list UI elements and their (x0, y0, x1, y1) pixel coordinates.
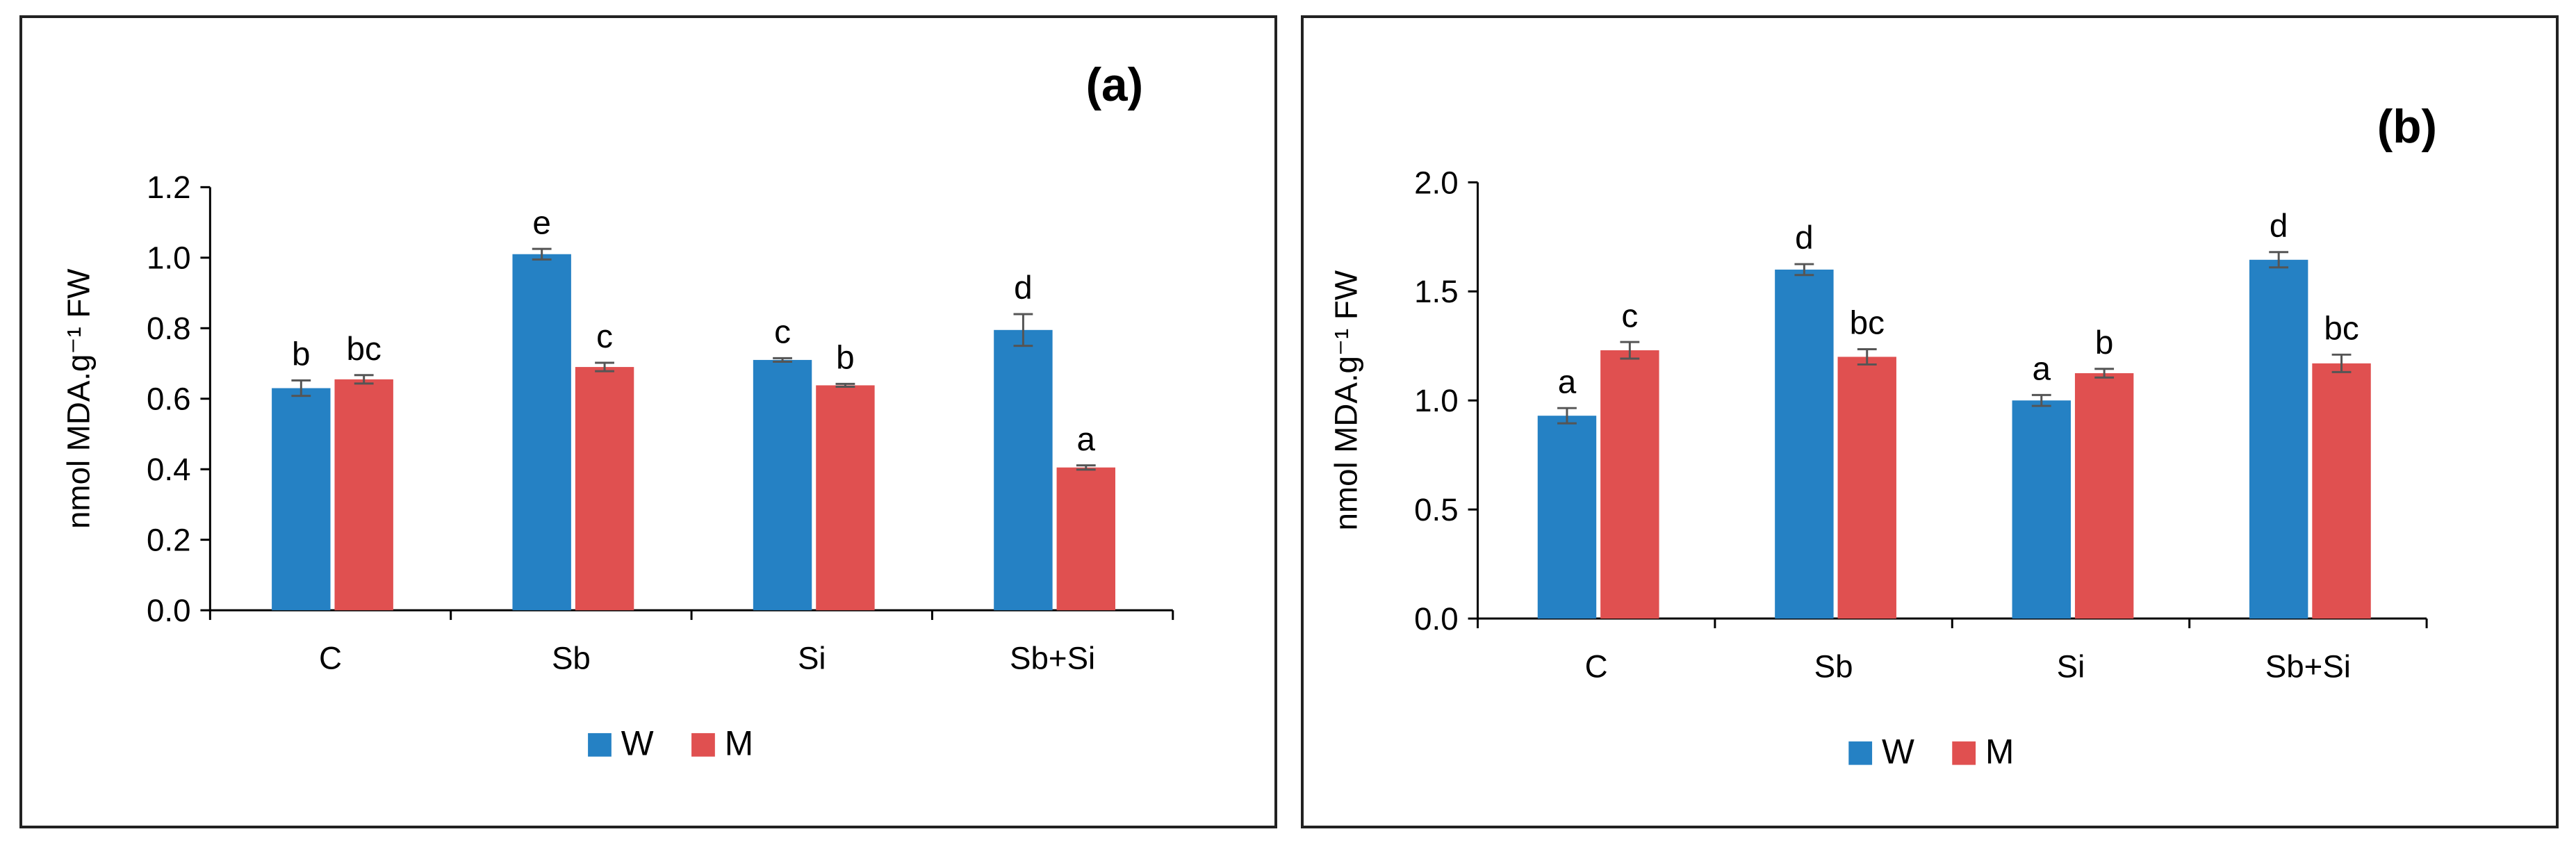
bar-w-c (1537, 416, 1597, 619)
legend-swatch-m (1952, 741, 1976, 765)
x-tick-label: Sb+Si (1010, 641, 1095, 676)
bar-m-c (334, 379, 393, 611)
significance-letter: c (596, 318, 613, 355)
y-tick-label: 0.5 (1414, 492, 1459, 527)
significance-letter: b (836, 340, 855, 377)
y-tick-label: 0.2 (147, 523, 191, 558)
panel-label: (b) (2377, 101, 2437, 153)
legend-swatch-w (588, 732, 612, 757)
x-tick-label: C (319, 641, 342, 676)
x-tick-label: C (1585, 648, 1608, 684)
significance-letter: b (2095, 325, 2114, 361)
significance-letter: a (1077, 421, 1096, 458)
legend-swatch-m (691, 732, 715, 757)
y-tick-label: 0.8 (147, 311, 191, 346)
bar-m-sb (1837, 357, 1896, 619)
significance-letter: b (292, 336, 311, 373)
y-tick-label: 0.0 (147, 593, 191, 628)
legend-swatch-w (1848, 741, 1873, 765)
y-tick-label: 1.0 (147, 240, 191, 276)
significance-letter: bc (2324, 310, 2358, 347)
x-tick-label: Sb (1814, 648, 1853, 684)
bar-w-si (2012, 400, 2071, 619)
x-tick-label: Sb+Si (2265, 648, 2351, 684)
bar-w-sb-si (994, 329, 1053, 611)
significance-letter: c (1621, 297, 1638, 334)
bar-m-sb-si (2312, 363, 2371, 619)
y-axis-label: nmol MDA.g⁻¹ FW (1329, 270, 1364, 530)
y-tick-label: 1.5 (1414, 274, 1459, 309)
bar-w-sb-si (2249, 259, 2308, 619)
bar-w-sb (512, 254, 571, 611)
y-tick-label: 2.0 (1414, 165, 1459, 200)
y-tick-label: 0.0 (1414, 601, 1459, 637)
legend-label-w: W (621, 724, 654, 763)
bar-w-si (753, 359, 812, 611)
x-tick-label: Si (2057, 648, 2085, 684)
bar-w-c (272, 388, 331, 611)
bar-w-sb (1775, 269, 1834, 619)
y-axis-label: nmol MDA.g⁻¹ FW (61, 269, 97, 529)
legend-label-w: W (1882, 732, 1914, 771)
significance-letter: d (1014, 270, 1033, 306)
significance-letter: bc (347, 331, 382, 368)
y-tick-label: 0.6 (147, 382, 191, 417)
significance-letter: bc (1850, 305, 1885, 342)
legend-label-m: M (1985, 732, 2014, 771)
chart-svg-b: 0.0 0.5 1.0 1.5 2.0 a c Cd bc Sb a b Si d bc Sb+Si nmol … (1329, 101, 2437, 771)
bar-m-sb-si (1056, 467, 1115, 611)
legend-label-m: M (725, 724, 753, 763)
x-tick-label: Sb (552, 641, 591, 676)
significance-letter: a (1558, 363, 1577, 400)
y-tick-label: 1.2 (147, 170, 191, 205)
bar-m-si (816, 385, 875, 611)
significance-letter: d (2270, 208, 2288, 245)
bar-m-sb (575, 367, 634, 611)
y-tick-label: 0.4 (147, 452, 191, 487)
significance-letter: c (774, 314, 791, 351)
significance-letter: a (2033, 351, 2051, 388)
y-tick-label: 1.0 (1414, 383, 1459, 418)
x-tick-label: Si (798, 641, 826, 676)
bar-m-si (2074, 373, 2134, 619)
significance-letter: e (532, 204, 551, 241)
significance-letter: d (1795, 220, 1814, 256)
bar-m-c (1600, 350, 1659, 619)
panel-label: (a) (1086, 59, 1144, 111)
chart-svg-a: 0.00.20.40.60.81.01.2b bcCecSbcbSidaSb+Si… (61, 59, 1174, 763)
